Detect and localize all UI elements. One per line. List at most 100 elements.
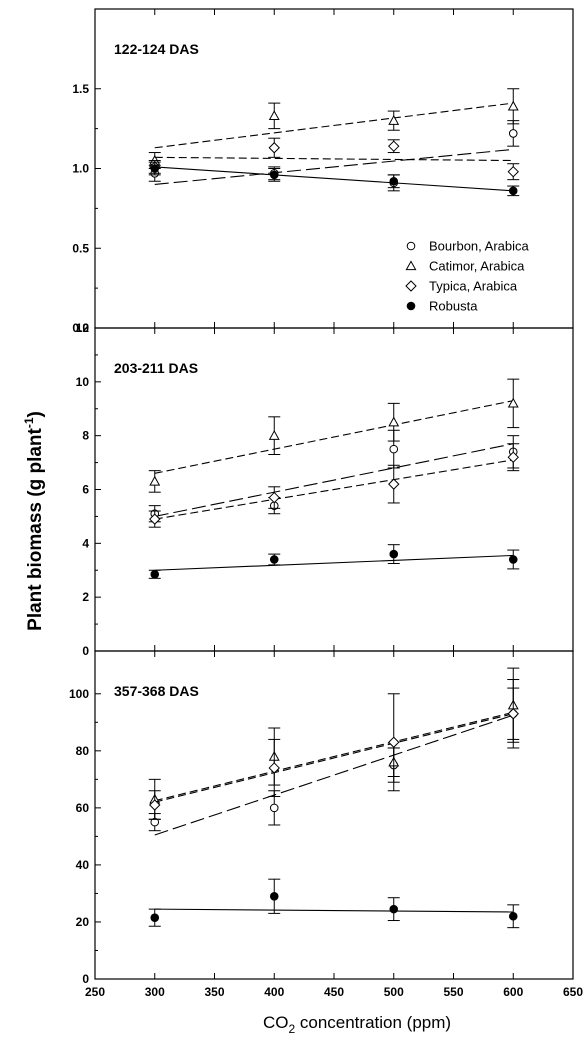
y-tick-label: 10 <box>76 375 90 389</box>
fit-line <box>154 148 514 185</box>
series-3 <box>148 137 520 181</box>
data-point <box>388 416 400 427</box>
y-tick-label: 0 <box>82 644 89 658</box>
series-4 <box>148 161 520 197</box>
data-point <box>150 569 160 579</box>
x-axis-label: CO2 concentration (ppm) <box>263 1013 451 1036</box>
fit-line <box>154 711 514 802</box>
data-point <box>507 451 519 463</box>
x-tick-label: 450 <box>324 985 344 999</box>
panel-title: 122-124 DAS <box>114 41 199 57</box>
series-1 <box>148 120 520 192</box>
x-tick-label: 400 <box>264 985 284 999</box>
panel-3: 0 20 40 60 80 100 357-368 DAS <box>69 650 574 986</box>
legend-label: Catimor, Arabica <box>429 259 525 274</box>
y-tick-label: 80 <box>76 744 90 758</box>
y-tick-label: 0 <box>82 972 89 986</box>
y-tick-label: 0.0 <box>72 321 89 335</box>
data-point <box>508 186 518 196</box>
data-point <box>269 170 279 180</box>
series-1 <box>148 687 520 836</box>
series-4 <box>148 878 520 929</box>
data-point <box>508 555 518 564</box>
fit-line <box>154 459 514 520</box>
legend-marker <box>406 241 416 251</box>
x-tick-label: 300 <box>145 985 165 999</box>
x-tick-label: 250 <box>85 985 105 999</box>
x-axis-label-suffix: concentration (ppm) <box>295 1013 451 1032</box>
series-4 <box>148 544 520 579</box>
x-axis-label-subscript: 2 <box>288 1022 295 1036</box>
y-tick-label: 0.5 <box>72 241 89 255</box>
fit-line <box>154 908 514 913</box>
x-tick-label: 350 <box>204 985 224 999</box>
panel-title: 203-211 DAS <box>114 360 198 376</box>
legend-item-2: Catimor, Arabica <box>405 259 525 274</box>
x-axis-label-prefix: CO <box>263 1013 289 1032</box>
data-point <box>150 164 160 173</box>
panel-title: 357-368 DAS <box>114 683 199 699</box>
fit-line <box>154 714 514 836</box>
y-tick-label: 2 <box>82 590 89 604</box>
x-tick-label: 650 <box>563 985 583 999</box>
data-point <box>507 100 519 111</box>
legend-marker <box>406 301 416 311</box>
y-tick-label: 6 <box>82 483 89 497</box>
data-point <box>389 904 399 914</box>
y-tick-label: 60 <box>76 801 90 815</box>
data-point <box>389 176 399 186</box>
data-point <box>507 397 519 408</box>
fit-line <box>154 166 514 192</box>
data-point <box>388 115 400 125</box>
y-tick-label: 12 <box>76 321 90 335</box>
data-point <box>149 799 161 811</box>
legend: Bourbon, Arabica Catimor, Arabica Typica, … <box>405 239 530 314</box>
data-point <box>508 129 518 138</box>
y-tick-label: 1.5 <box>72 82 89 96</box>
legend-label: Typica, Arabica <box>429 279 518 294</box>
x-tick-label: 550 <box>443 985 463 999</box>
series-3 <box>148 443 520 528</box>
series-2 <box>148 667 520 820</box>
fit-line <box>154 443 514 517</box>
data-point <box>268 142 280 154</box>
series-2 <box>148 88 520 169</box>
y-tick-label: 4 <box>82 536 89 550</box>
series-2 <box>148 378 520 493</box>
x-tick-label: 500 <box>384 985 404 999</box>
legend-item-4: Robusta <box>406 299 478 314</box>
y-tick-label: 20 <box>76 915 90 929</box>
series-1 <box>148 429 520 523</box>
data-point <box>269 891 279 901</box>
y-axis-label-main: Plant biomass (g plant <box>25 427 46 630</box>
y-tick-label: 100 <box>69 687 89 701</box>
legend-marker <box>405 280 417 292</box>
data-point <box>269 555 279 564</box>
fit-line <box>154 102 514 149</box>
data-point <box>268 762 280 774</box>
data-point <box>269 803 279 813</box>
data-point <box>389 549 399 559</box>
panel-1: 0.0 0.5 1.0 1.5 122-124 DAS <box>72 8 574 335</box>
x-tick-label: 600 <box>503 985 523 999</box>
data-point <box>268 491 280 504</box>
y-tick-label: 8 <box>82 429 89 443</box>
data-point <box>268 110 280 121</box>
data-point <box>388 140 400 152</box>
y-axis-label: Plant biomass (g plant-1) <box>22 411 46 631</box>
data-point <box>508 911 518 921</box>
series-3 <box>148 679 520 820</box>
legend-marker <box>405 260 417 271</box>
y-axis-label-end: ) <box>25 411 46 417</box>
panels-layer: 0.0 0.5 1.0 1.5 122-124 DAS 0 2 4 6 8 10 12 203-211 … <box>69 8 583 999</box>
y-axis-label-superscript: -1 <box>22 417 36 428</box>
y-tick-label: 1.0 <box>72 162 89 176</box>
panel-2: 0 2 4 6 8 10 12 203-211 DAS <box>76 321 574 658</box>
data-point <box>389 444 399 454</box>
fit-line <box>154 554 514 571</box>
data-point <box>388 478 400 490</box>
legend-label: Bourbon, Arabica <box>429 239 530 254</box>
data-point <box>388 736 400 748</box>
data-point <box>507 165 519 178</box>
